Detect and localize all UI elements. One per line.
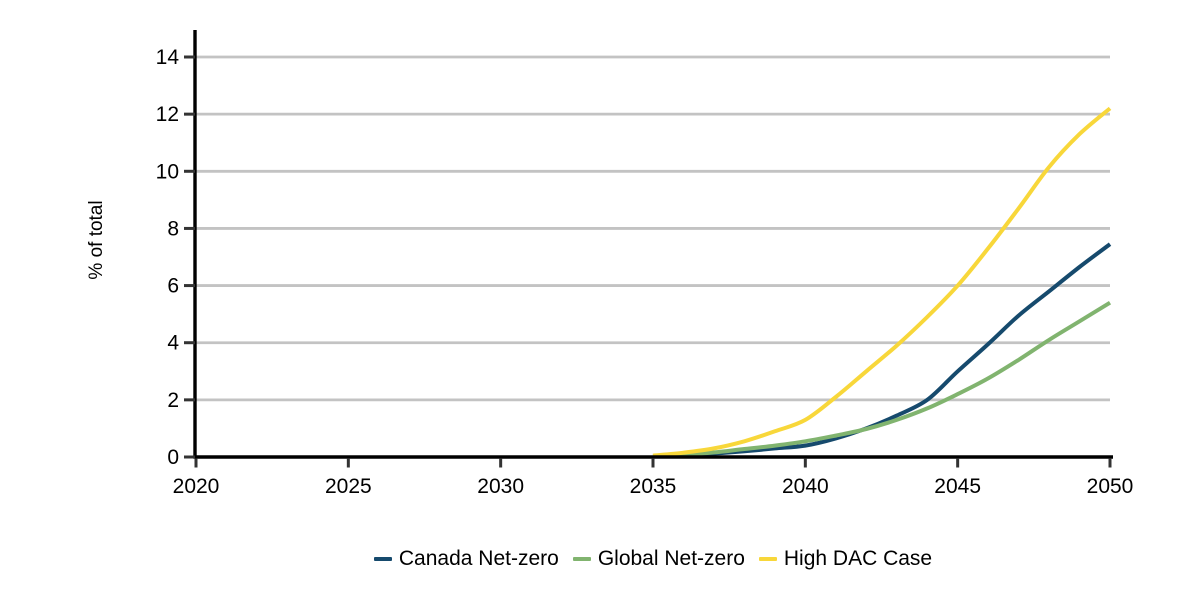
y-tick-label-0: 0 (167, 446, 179, 469)
series-line-high-dac-case (652, 106, 1112, 458)
y-tick-label-2: 2 (167, 389, 179, 412)
y-tick-label-14: 14 (156, 46, 180, 69)
x-tick-label-2030: 2030 (477, 475, 524, 498)
y-tick-label-10: 10 (156, 160, 179, 183)
series-line-global-net-zero (652, 300, 1112, 459)
legend-label-canada-net-zero: Canada Net-zero (398, 547, 559, 570)
x-tick-label-2040: 2040 (782, 475, 829, 498)
legend-item-canada-net-zero: Canada Net-zero (373, 547, 559, 571)
legend-swatch-global-net-zero (572, 556, 591, 562)
x-tick-label-2045: 2045 (934, 475, 981, 498)
legend-item-high-dac-case: High DAC Case (758, 547, 933, 571)
y-tick-label-12: 12 (156, 103, 179, 126)
y-tick-label-8: 8 (167, 217, 179, 240)
legend-swatch-high-dac-case (758, 556, 777, 562)
chart-legend: Canada Net-zero Global Net-zero High DAC C… (196, 544, 1110, 574)
legend-swatch-canada-net-zero (373, 556, 392, 562)
x-tick-label-2035: 2035 (630, 475, 677, 498)
legend-label-high-dac-case: High DAC Case (783, 547, 933, 570)
legend-item-global-net-zero: Global Net-zero (572, 547, 745, 571)
legend-label-global-net-zero: Global Net-zero (597, 547, 745, 570)
x-tick-label-2020: 2020 (173, 475, 220, 498)
y-tick-label-6: 6 (167, 275, 179, 298)
x-tick-label-2050: 2050 (1087, 475, 1134, 498)
x-tick-label-2025: 2025 (325, 475, 372, 498)
y-tick-label-4: 4 (167, 332, 179, 355)
